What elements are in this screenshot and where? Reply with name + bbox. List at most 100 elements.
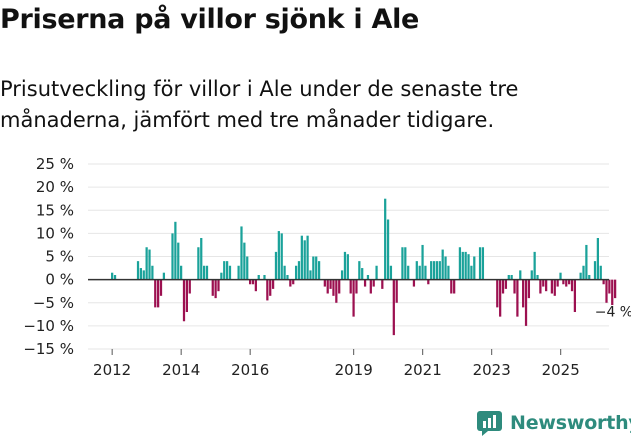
bar-negative (614, 279, 617, 299)
x-tick-label: 2021 (404, 361, 442, 379)
bar-positive (111, 272, 114, 280)
bar-negative (289, 279, 292, 287)
bar-negative (266, 279, 269, 301)
bar-positive (473, 256, 476, 280)
bar-negative (326, 279, 329, 294)
bar-negative (556, 279, 559, 287)
y-tick-label: 0 % (45, 271, 74, 289)
bar-positive (386, 219, 390, 280)
bar-positive (280, 233, 283, 280)
bar-positive (375, 265, 378, 280)
bar-positive (458, 247, 462, 280)
bar-positive (317, 261, 321, 280)
y-tick-label: 5 % (45, 248, 74, 266)
bar-positive (447, 265, 450, 280)
bar-positive (151, 265, 154, 280)
chart-subtitle: Prisutveckling för villor i Ale under de… (0, 77, 519, 132)
y-tick-label: 20 % (36, 178, 74, 196)
bar-positive (148, 249, 151, 280)
bar-negative (355, 279, 358, 294)
bar-positive (510, 275, 513, 280)
bar-positive (257, 275, 260, 280)
bar-negative (608, 279, 611, 294)
bar-positive (441, 249, 444, 280)
bar-negative (611, 279, 614, 306)
bar-positive (559, 272, 562, 280)
bar-negative (188, 279, 191, 294)
bar-negative (157, 279, 160, 308)
bar-positive (142, 270, 145, 280)
bar-negative (338, 279, 341, 294)
bar-positive (530, 270, 533, 280)
x-tick-label: 2023 (473, 361, 511, 379)
bar-positive (467, 254, 470, 280)
bar-positive (343, 251, 347, 280)
bar-positive (507, 275, 510, 280)
bar-negative (553, 279, 556, 296)
y-tick-label: −5 % (33, 294, 74, 312)
bar-negative (504, 279, 508, 289)
bar-positive (162, 272, 166, 280)
y-tick-label: 25 % (36, 155, 74, 173)
bar-negative (217, 279, 220, 292)
bars-layer (111, 198, 617, 336)
bar-positive (596, 238, 599, 280)
bar-positive (226, 261, 229, 280)
bar-positive (404, 247, 407, 280)
bar-positive (593, 261, 597, 280)
bar-positive (139, 268, 143, 280)
bar-negative (159, 279, 163, 296)
bar-positive (237, 265, 240, 280)
bar-positive (300, 235, 303, 280)
bar-negative (392, 279, 395, 336)
bar-positive (205, 265, 209, 280)
y-tick-label: 15 % (36, 201, 74, 219)
bar-positive (303, 240, 306, 280)
bar-negative (573, 279, 577, 313)
bar-negative (251, 279, 255, 285)
bar-positive (306, 235, 309, 280)
bar-negative (542, 279, 545, 287)
bar-positive (384, 198, 387, 280)
bar-positive (220, 272, 223, 280)
bar-positive (424, 265, 427, 280)
bar-positive (366, 275, 370, 280)
bar-negative (453, 279, 456, 294)
newsworthy-brand: Newsworthy (476, 409, 631, 437)
bar-positive (294, 265, 298, 280)
bar-positive (579, 272, 582, 280)
bar-negative (211, 279, 214, 296)
newsworthy-logo-icon (477, 411, 502, 436)
bar-negative (335, 279, 338, 303)
bar-negative (527, 279, 531, 299)
bar-positive (478, 247, 482, 280)
bar-positive (470, 265, 473, 280)
latest-value-annotation: −4 % (595, 305, 631, 321)
bar-positive (223, 261, 226, 280)
bar-negative (254, 279, 257, 292)
bar-positive (243, 242, 246, 280)
x-tick-label: 2014 (162, 361, 200, 379)
bar-positive (430, 261, 433, 280)
bar-positive (599, 265, 602, 280)
bar-positive (113, 275, 117, 280)
bar-negative (602, 279, 605, 285)
bar-positive (358, 261, 361, 280)
bar-positive (461, 251, 464, 280)
bar-negative (539, 279, 542, 294)
bar-positive (180, 265, 183, 280)
bar-negative (501, 279, 505, 294)
bar-negative (524, 279, 528, 326)
bar-negative (570, 279, 574, 292)
bar-positive (588, 275, 591, 280)
bar-positive (519, 270, 522, 280)
bar-negative (522, 279, 525, 308)
bar-negative (395, 279, 398, 303)
bar-negative (565, 279, 568, 287)
bar-negative (369, 279, 372, 294)
bar-positive (286, 275, 289, 280)
bar-negative (332, 279, 335, 296)
bar-negative (381, 279, 384, 289)
bar-negative (562, 279, 565, 285)
axis-layer: 25 % 20 % 15 % 10 % 5 % 0 % −5 % −10 % −15 % 2012… (23, 155, 631, 379)
